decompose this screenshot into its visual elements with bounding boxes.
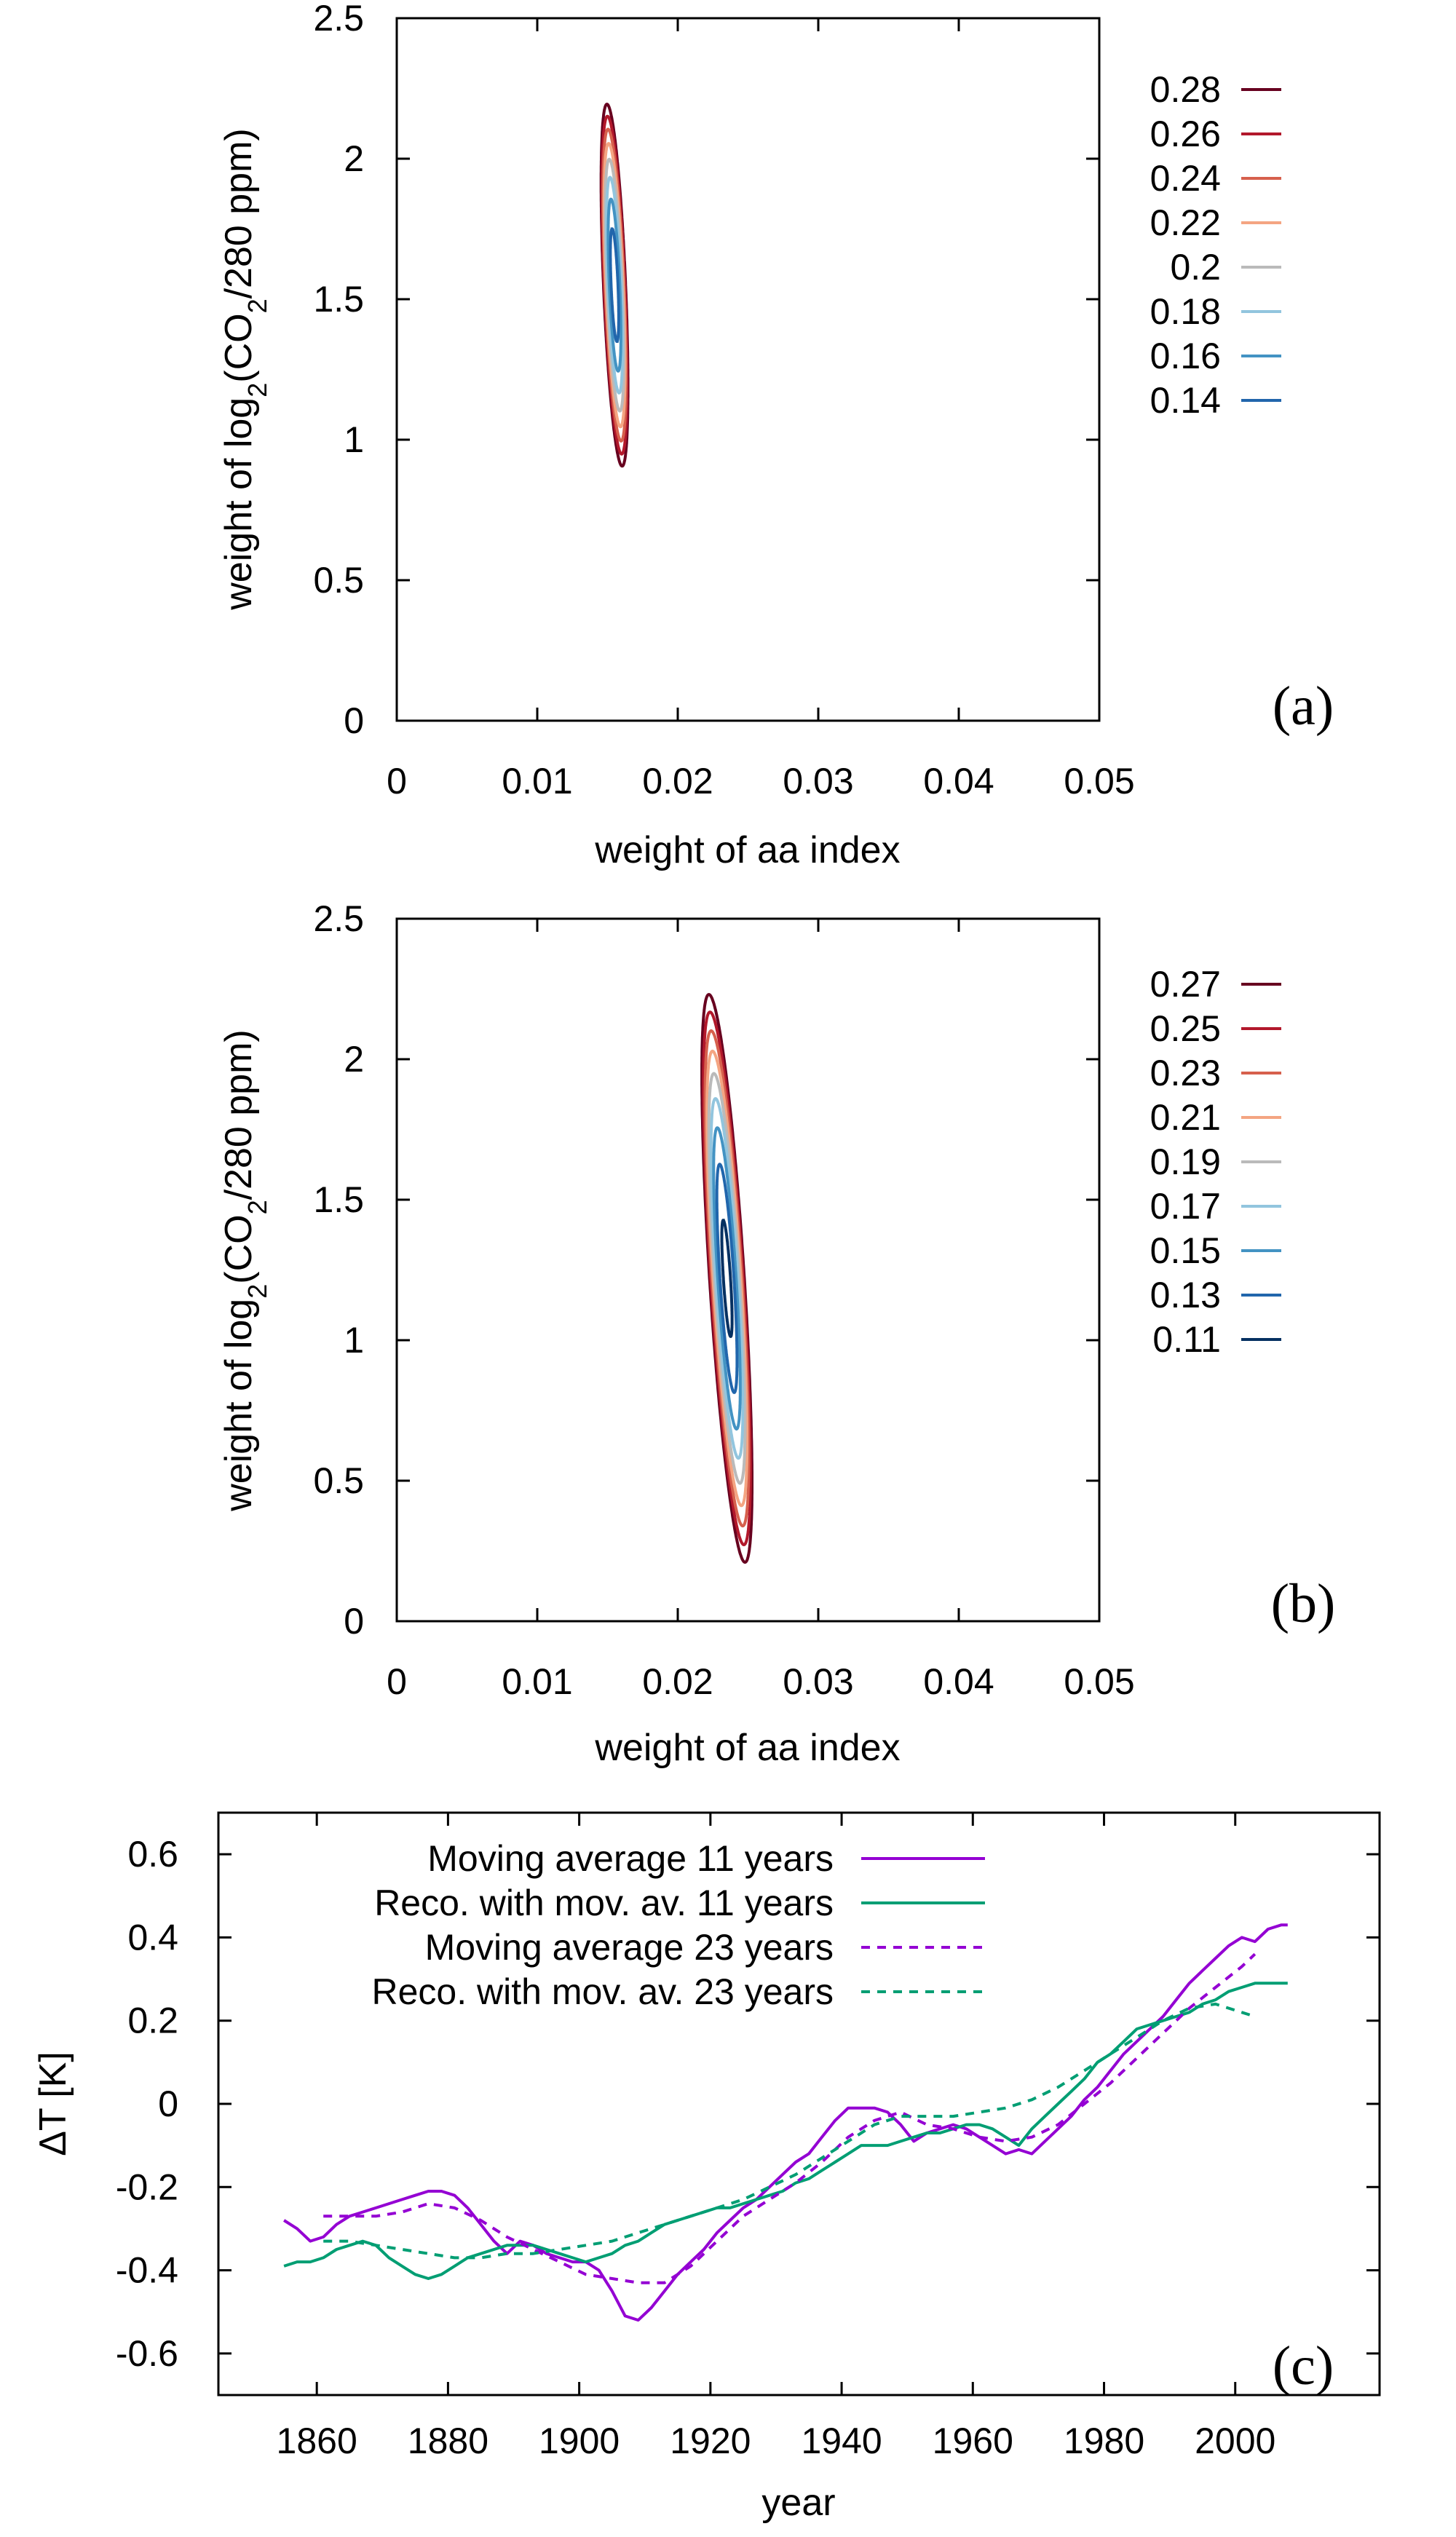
series-line-4 xyxy=(323,2002,1256,2260)
ytick-label: -0.2 xyxy=(116,2166,178,2207)
panel-b-ylabel: weight of log2(CO2/280 ppm) xyxy=(218,1029,272,1512)
legend-label-0.26: 0.26 xyxy=(1150,114,1221,154)
ytick-label: 0 xyxy=(344,700,364,741)
legend-label-0.16: 0.16 xyxy=(1150,336,1221,376)
ytick-label: 1 xyxy=(344,419,364,460)
xtick-label: 1880 xyxy=(408,2421,488,2461)
contour-0.14 xyxy=(609,227,620,343)
xtick-label: 1940 xyxy=(801,2421,882,2461)
series-line-1 xyxy=(283,1923,1288,2322)
legend-label-0.24: 0.24 xyxy=(1150,158,1221,199)
ytick-label: 0 xyxy=(158,2083,178,2124)
ytick-label: 2 xyxy=(344,1039,364,1080)
panel-a-label: (a) xyxy=(1273,676,1334,737)
ytick-label: 0.5 xyxy=(313,1460,364,1501)
legend-label-0.23: 0.23 xyxy=(1150,1053,1221,1093)
xtick-label: 0.03 xyxy=(783,1661,853,1702)
contour-0.17 xyxy=(709,1097,745,1460)
xtick-label: 0.01 xyxy=(502,1661,572,1702)
ytick-label: 0.2 xyxy=(127,2000,178,2041)
legend-label-0.13: 0.13 xyxy=(1150,1275,1221,1315)
legend-label-series-3: Moving average 23 years xyxy=(425,1927,834,1968)
legend-label-series-2: Reco. with mov. av. 11 years xyxy=(374,1883,834,1923)
ytick-label: 2.5 xyxy=(313,898,364,939)
legend-label-0.25: 0.25 xyxy=(1150,1008,1221,1049)
ytick-label: -0.4 xyxy=(116,2250,178,2291)
panel-b-xlabel: weight of aa index xyxy=(594,1727,900,1769)
panel-c-xlabel: year xyxy=(761,2482,835,2524)
panel-c-label: (c) xyxy=(1273,2335,1334,2397)
legend-label-0.15: 0.15 xyxy=(1150,1230,1221,1271)
panel-b-frame xyxy=(395,917,1101,1623)
ytick-label: 0.4 xyxy=(127,1917,178,1958)
xtick-label: 0.02 xyxy=(642,1661,713,1702)
series-line-3 xyxy=(323,1952,1257,2284)
panel-b-legend: 0.270.250.230.210.190.170.150.130.11 xyxy=(1150,964,1281,1360)
xtick-label: 0.01 xyxy=(502,761,572,802)
legend-label-0.28: 0.28 xyxy=(1150,69,1221,110)
legend-label-0.21: 0.21 xyxy=(1150,1097,1221,1138)
legend-label-0.27: 0.27 xyxy=(1150,964,1221,1005)
legend-label-0.14: 0.14 xyxy=(1150,380,1221,421)
panel-b: 0 0.01 0.02 0.03 0.04 0.05 0 0.5 1 1.5 2 2.5 weight… xyxy=(218,898,1335,1769)
xtick-label: 2000 xyxy=(1195,2421,1275,2461)
xtick-label: 1980 xyxy=(1064,2421,1144,2461)
xtick-label: 0.05 xyxy=(1064,761,1134,802)
ytick-label: 0 xyxy=(344,1601,364,1642)
ytick-label: 2 xyxy=(344,138,364,179)
panel-a-legend: 0.280.260.240.220.20.180.160.14 xyxy=(1150,69,1281,421)
contour-0.15 xyxy=(712,1126,742,1431)
ytick-label: 2.5 xyxy=(313,0,364,39)
ytick-label: 1 xyxy=(344,1320,364,1361)
xtick-label: 0.03 xyxy=(783,761,853,802)
contour-0.16 xyxy=(606,197,622,373)
xtick-label: 1900 xyxy=(539,2421,620,2461)
contour-0.11 xyxy=(720,1219,734,1338)
ytick-label: 0.5 xyxy=(313,560,364,601)
ytick-label: 1.5 xyxy=(313,279,364,320)
xtick-label: 0.04 xyxy=(923,1661,994,1702)
xtick-label: 0.05 xyxy=(1064,1661,1134,1702)
panel-c-ylabel: ΔT [K] xyxy=(32,2051,74,2156)
ytick-label: -0.6 xyxy=(116,2333,178,2374)
legend-label-0.2: 0.2 xyxy=(1170,247,1221,288)
panel-a: 0 0.01 0.02 0.03 0.04 0.05 0 0.5 1 1.5 2 2.5 weight… xyxy=(218,0,1334,871)
legend-label-0.19: 0.19 xyxy=(1150,1141,1221,1182)
panel-a-xlabel: weight of aa index xyxy=(594,829,900,871)
contour-0.13 xyxy=(715,1163,739,1394)
legend-label-0.18: 0.18 xyxy=(1150,291,1221,332)
legend-label-0.17: 0.17 xyxy=(1150,1186,1221,1227)
xtick-label: 0.02 xyxy=(642,761,713,802)
xtick-label: 0.04 xyxy=(923,761,994,802)
contour-0.19 xyxy=(707,1072,747,1485)
xtick-label: 1960 xyxy=(933,2421,1013,2461)
legend-label-series-4: Reco. with mov. av. 23 years xyxy=(372,1971,834,2012)
ytick-label: 0.6 xyxy=(127,1834,178,1875)
legend-label-0.22: 0.22 xyxy=(1150,202,1221,243)
xtick-label: 1920 xyxy=(670,2421,751,2461)
panel-a-ylabel: weight of log2(CO2/280 ppm) xyxy=(218,128,272,611)
xtick-label: 1860 xyxy=(277,2421,357,2461)
panel-b-label: (b) xyxy=(1271,1573,1336,1634)
xtick-label: 0 xyxy=(387,761,407,802)
panel-a-frame xyxy=(395,17,1101,722)
legend-label-0.11: 0.11 xyxy=(1152,1319,1221,1360)
xtick-label: 0 xyxy=(387,1661,407,1702)
ytick-label: 1.5 xyxy=(313,1179,364,1220)
panel-c: 1860 1880 1900 1920 1940 1960 1980 2000 -0.6 -0.4… xyxy=(32,1811,1381,2524)
legend-label-series-1: Moving average 11 years xyxy=(427,1838,834,1879)
